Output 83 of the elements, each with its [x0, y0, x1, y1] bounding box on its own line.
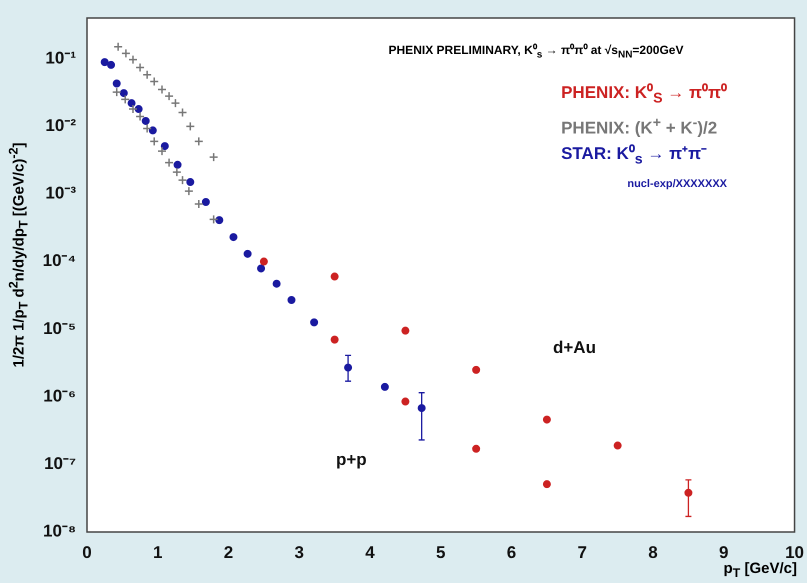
point: [174, 160, 182, 169]
point: [472, 444, 480, 453]
point: [260, 258, 268, 266]
point: [194, 199, 204, 209]
point: [160, 142, 169, 150]
point: [401, 326, 410, 335]
x-axis-title: p$_{T}$ [GeV/c]: [724, 560, 797, 580]
x-tick-label: 4: [365, 542, 376, 562]
x-tick-label: 6: [506, 542, 516, 562]
point: [178, 175, 188, 185]
point: [208, 214, 218, 224]
point: [542, 480, 551, 488]
point: [472, 366, 480, 374]
point: [287, 296, 296, 304]
point: [186, 178, 194, 186]
point: [107, 60, 116, 69]
point: [142, 116, 150, 125]
point: [149, 76, 159, 86]
point: [172, 167, 182, 177]
y-tick-label: 10⁻⁷: [44, 454, 76, 474]
y-tick-label: 10⁻⁸: [43, 522, 76, 541]
point: [194, 136, 204, 146]
point: [112, 79, 121, 88]
point: [112, 87, 122, 97]
y-tick-label: 10⁻²: [45, 116, 76, 136]
point: [184, 186, 194, 196]
point: [135, 112, 145, 122]
point: [229, 233, 238, 242]
point: [142, 70, 152, 80]
x-tick-label: 1: [153, 542, 162, 562]
x-tick-label: 7: [578, 542, 588, 562]
x-tick-label: 5: [436, 542, 446, 562]
point: [120, 94, 130, 104]
point: [148, 126, 157, 134]
text: PHENIX: K⁰$_{S}$ → π⁰π⁰: [561, 82, 727, 108]
point: [128, 99, 136, 108]
point: [542, 416, 551, 424]
x-tick-label: 0: [82, 542, 92, 562]
point: [134, 105, 143, 114]
x-tick-label: 9: [719, 542, 729, 562]
point: [121, 48, 131, 58]
point: [401, 398, 410, 406]
point: [149, 136, 159, 146]
point: [272, 280, 281, 288]
point: [208, 152, 218, 162]
annotation: d+Au: [553, 338, 596, 358]
x-tick-label: 3: [294, 542, 304, 562]
point: [380, 382, 389, 391]
y-tick-label: 10⁻¹: [45, 48, 76, 68]
point: [614, 442, 622, 450]
point: [100, 58, 109, 66]
point: [113, 42, 123, 52]
x-tick-label: 8: [648, 542, 658, 562]
point: [202, 198, 210, 206]
point: [170, 98, 180, 108]
y-tick-label: 10⁻⁶: [43, 386, 76, 406]
point: [128, 54, 138, 64]
point: [186, 122, 196, 132]
point: [310, 318, 318, 326]
point: [135, 62, 145, 72]
y-tick-label: 10⁻⁴: [42, 251, 76, 270]
text: STAR: K⁰$_{s}$ → π⁺π⁻: [561, 143, 708, 170]
point: [178, 108, 188, 118]
y-tick-label: 10⁻³: [45, 184, 76, 203]
annotation: nucl-exp/XXXXXXX: [626, 177, 727, 192]
point: [157, 84, 167, 94]
point: [157, 146, 167, 156]
point: [330, 336, 339, 344]
point: [164, 158, 174, 168]
x-tick-label: 2: [224, 542, 234, 562]
x-tick-label: 10: [785, 542, 804, 562]
point: [128, 104, 138, 114]
point: [120, 89, 128, 98]
point: [257, 264, 266, 272]
y-tick-label: 10⁻⁵: [43, 318, 76, 338]
point: [244, 250, 252, 258]
annotation: p+p: [336, 450, 367, 470]
point: [330, 272, 339, 281]
point: [215, 216, 224, 224]
point: [164, 91, 174, 101]
point: [142, 124, 152, 134]
text: PHENIX: (K$^{+}$ + K$^{-}$)/2: [561, 114, 718, 140]
text: PHENIX PRELIMINARY, K⁰$_{s}$ → π⁰π⁰ at √s$_{NN}$=200GeV: [388, 42, 684, 61]
